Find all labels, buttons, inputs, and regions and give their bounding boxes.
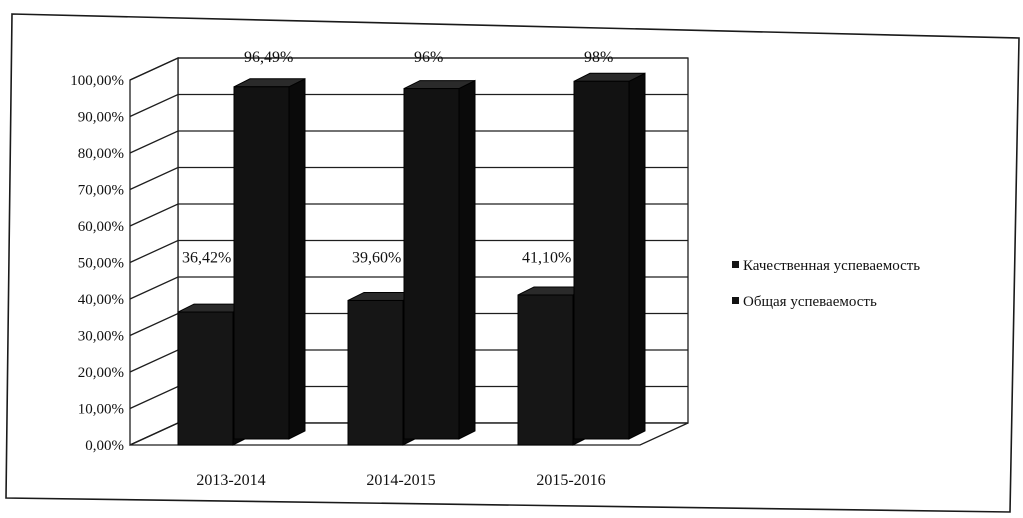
data-label: 96% bbox=[414, 49, 443, 66]
y-tick-label: 10,00% bbox=[78, 402, 124, 418]
x-category-label: 2013-2014 bbox=[196, 472, 265, 489]
gridline bbox=[129, 239, 688, 264]
legend-swatch bbox=[732, 297, 739, 304]
data-label: 39,60% bbox=[352, 250, 401, 267]
gridline bbox=[129, 130, 688, 154]
y-tick-label: 50,00% bbox=[78, 256, 124, 272]
data-labels: 36,42% 96,49% 39,60% 96% 41,10% 98% bbox=[182, 49, 613, 267]
bar bbox=[233, 78, 306, 440]
bar-front-face bbox=[233, 86, 290, 440]
y-tick-label: 70,00% bbox=[78, 183, 124, 199]
y-axis-tick-labels: 0,00% 10,00% 20,00% 30,00% 40,00% 50,00% 60,00… bbox=[70, 73, 124, 454]
bar-side-face bbox=[628, 72, 646, 440]
legend-entry: Качественная успеваемость bbox=[743, 258, 920, 274]
data-label: 98% bbox=[584, 49, 613, 66]
y-tick-label: 30,00% bbox=[78, 329, 124, 345]
y-tick-label: 20,00% bbox=[78, 365, 124, 381]
legend-swatch bbox=[732, 261, 739, 268]
bars bbox=[177, 72, 646, 446]
y-tick-label: 80,00% bbox=[78, 146, 124, 162]
y-tick-label: 90,00% bbox=[78, 110, 124, 126]
bar bbox=[573, 72, 646, 440]
gridline bbox=[129, 93, 688, 118]
data-label: 36,42% bbox=[182, 250, 231, 267]
y-tick-label: 0,00% bbox=[85, 438, 124, 454]
x-category-label: 2014-2015 bbox=[366, 472, 435, 489]
y-tick-label: 100,00% bbox=[70, 73, 124, 89]
y-tick-label: 60,00% bbox=[78, 219, 124, 235]
y-tick-label: 40,00% bbox=[78, 292, 124, 308]
gridline bbox=[129, 276, 688, 300]
legend: Качественная успеваемость Общая успеваемо… bbox=[732, 258, 920, 310]
data-label: 41,10% bbox=[522, 250, 571, 267]
bar-front-face bbox=[573, 80, 630, 440]
gridline bbox=[129, 57, 688, 81]
bar-side-face bbox=[288, 78, 306, 440]
bar bbox=[403, 79, 476, 440]
bar-front-face bbox=[403, 88, 460, 440]
x-category-label: 2015-2016 bbox=[536, 472, 605, 489]
bar-front-face bbox=[517, 294, 574, 446]
legend-entry: Общая успеваемость bbox=[743, 294, 877, 310]
gridline bbox=[129, 166, 688, 191]
bar-front-face bbox=[347, 299, 404, 446]
bar-front-face bbox=[177, 311, 234, 446]
x-axis-category-labels: 2013-2014 2014-2015 2015-2016 bbox=[196, 472, 605, 489]
bar-side-face bbox=[458, 79, 476, 440]
gridline bbox=[129, 203, 688, 227]
data-label: 96,49% bbox=[244, 49, 293, 66]
